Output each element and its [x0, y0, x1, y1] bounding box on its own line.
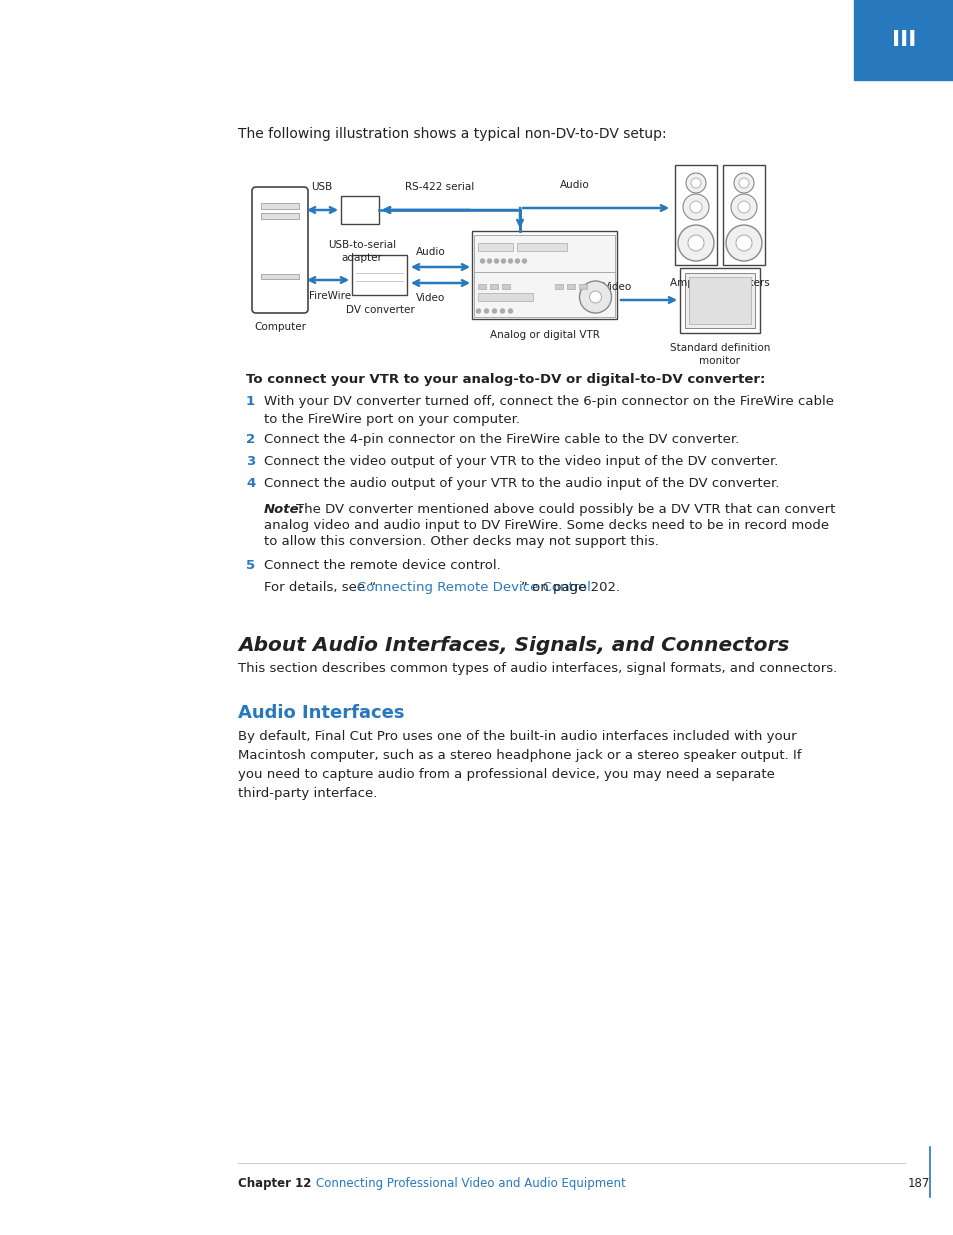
- Text: USB-to-serial
adapter: USB-to-serial adapter: [328, 240, 395, 263]
- Text: The following illustration shows a typical non-DV-to-DV setup:: The following illustration shows a typic…: [237, 127, 666, 141]
- Text: Chapter 12: Chapter 12: [237, 1177, 311, 1191]
- Text: To connect your VTR to your analog-to-DV or digital-to-DV converter:: To connect your VTR to your analog-to-DV…: [246, 373, 764, 387]
- Bar: [567, 284, 575, 289]
- Bar: [478, 243, 513, 251]
- Text: 2: 2: [246, 433, 254, 446]
- Bar: [684, 273, 754, 327]
- Circle shape: [690, 178, 700, 188]
- Circle shape: [735, 235, 751, 251]
- Text: Audio Interfaces: Audio Interfaces: [237, 704, 404, 722]
- Text: Connecting Remote Device Control: Connecting Remote Device Control: [356, 580, 590, 594]
- Bar: [853, 0, 953, 80]
- Text: Amplified speakers: Amplified speakers: [669, 278, 769, 288]
- Text: Analog or digital VTR: Analog or digital VTR: [490, 330, 599, 340]
- Bar: [261, 274, 298, 279]
- Bar: [490, 284, 498, 289]
- Text: Connect the audio output of your VTR to the audio input of the DV converter.: Connect the audio output of your VTR to …: [264, 477, 779, 490]
- Circle shape: [578, 282, 611, 312]
- Text: For details, see “: For details, see “: [264, 580, 375, 594]
- Text: analog video and audio input to DV FireWire. Some decks need to be in record mod: analog video and audio input to DV FireW…: [264, 519, 828, 532]
- Text: to allow this conversion. Other decks may not support this.: to allow this conversion. Other decks ma…: [264, 535, 659, 548]
- Circle shape: [484, 309, 488, 312]
- Bar: [517, 243, 567, 251]
- Circle shape: [515, 259, 519, 263]
- Bar: [675, 165, 717, 266]
- Text: Connect the video output of your VTR to the video input of the DV converter.: Connect the video output of your VTR to …: [264, 454, 778, 468]
- Text: Video: Video: [416, 293, 445, 303]
- Text: Connecting Professional Video and Audio Equipment: Connecting Professional Video and Audio …: [315, 1177, 625, 1191]
- Text: 187: 187: [907, 1177, 929, 1191]
- Text: With your DV converter turned off, connect the 6-pin connector on the FireWire c: With your DV converter turned off, conne…: [264, 395, 833, 426]
- Circle shape: [494, 259, 498, 263]
- Bar: [261, 203, 298, 209]
- Bar: [578, 284, 587, 289]
- Circle shape: [682, 194, 708, 220]
- Text: DV converter: DV converter: [345, 305, 414, 315]
- Circle shape: [687, 235, 703, 251]
- Bar: [352, 254, 407, 295]
- Circle shape: [725, 225, 761, 261]
- Circle shape: [738, 201, 749, 212]
- Circle shape: [476, 309, 480, 312]
- Bar: [474, 272, 615, 317]
- Circle shape: [739, 178, 748, 188]
- Text: FireWire: FireWire: [309, 291, 351, 301]
- Text: About Audio Interfaces, Signals, and Connectors: About Audio Interfaces, Signals, and Con…: [237, 636, 788, 655]
- Bar: [688, 277, 750, 324]
- Text: This section describes common types of audio interfaces, signal formats, and con: This section describes common types of a…: [237, 662, 837, 676]
- Bar: [478, 284, 486, 289]
- Text: ” on page 202.: ” on page 202.: [521, 580, 620, 594]
- Bar: [340, 196, 378, 224]
- Text: Video: Video: [602, 282, 632, 291]
- Bar: [474, 235, 615, 273]
- Circle shape: [733, 173, 753, 193]
- Bar: [722, 165, 764, 266]
- FancyBboxPatch shape: [252, 186, 308, 312]
- Text: Computer: Computer: [253, 322, 306, 332]
- Text: RS-422 serial: RS-422 serial: [405, 182, 475, 191]
- Circle shape: [522, 259, 526, 263]
- Text: By default, Final Cut Pro uses one of the built-in audio interfaces included wit: By default, Final Cut Pro uses one of th…: [237, 730, 801, 800]
- Circle shape: [492, 309, 496, 312]
- Circle shape: [500, 309, 504, 312]
- Circle shape: [678, 225, 713, 261]
- Bar: [261, 212, 298, 219]
- Bar: [472, 231, 617, 319]
- Text: III: III: [891, 30, 915, 49]
- Text: Connect the 4-pin connector on the FireWire cable to the DV converter.: Connect the 4-pin connector on the FireW…: [264, 433, 739, 446]
- Circle shape: [487, 259, 491, 263]
- Circle shape: [589, 291, 601, 303]
- Bar: [502, 284, 510, 289]
- Circle shape: [685, 173, 705, 193]
- Text: Note:: Note:: [264, 503, 305, 516]
- Circle shape: [508, 259, 512, 263]
- Text: The DV converter mentioned above could possibly be a DV VTR that can convert: The DV converter mentioned above could p…: [295, 503, 835, 516]
- Text: USB: USB: [311, 182, 333, 191]
- Bar: [478, 293, 533, 301]
- Circle shape: [480, 259, 484, 263]
- Text: Audio: Audio: [416, 247, 445, 257]
- Text: Audio: Audio: [559, 180, 589, 190]
- Circle shape: [508, 309, 512, 312]
- Text: 5: 5: [246, 559, 254, 572]
- Circle shape: [730, 194, 757, 220]
- Bar: [555, 284, 563, 289]
- Text: 3: 3: [246, 454, 255, 468]
- Circle shape: [689, 201, 701, 212]
- Text: 1: 1: [246, 395, 254, 408]
- Circle shape: [501, 259, 505, 263]
- Text: Connect the remote device control.: Connect the remote device control.: [264, 559, 500, 572]
- Text: Standard definition
monitor: Standard definition monitor: [669, 343, 769, 367]
- Text: 4: 4: [246, 477, 255, 490]
- Bar: [679, 268, 760, 332]
